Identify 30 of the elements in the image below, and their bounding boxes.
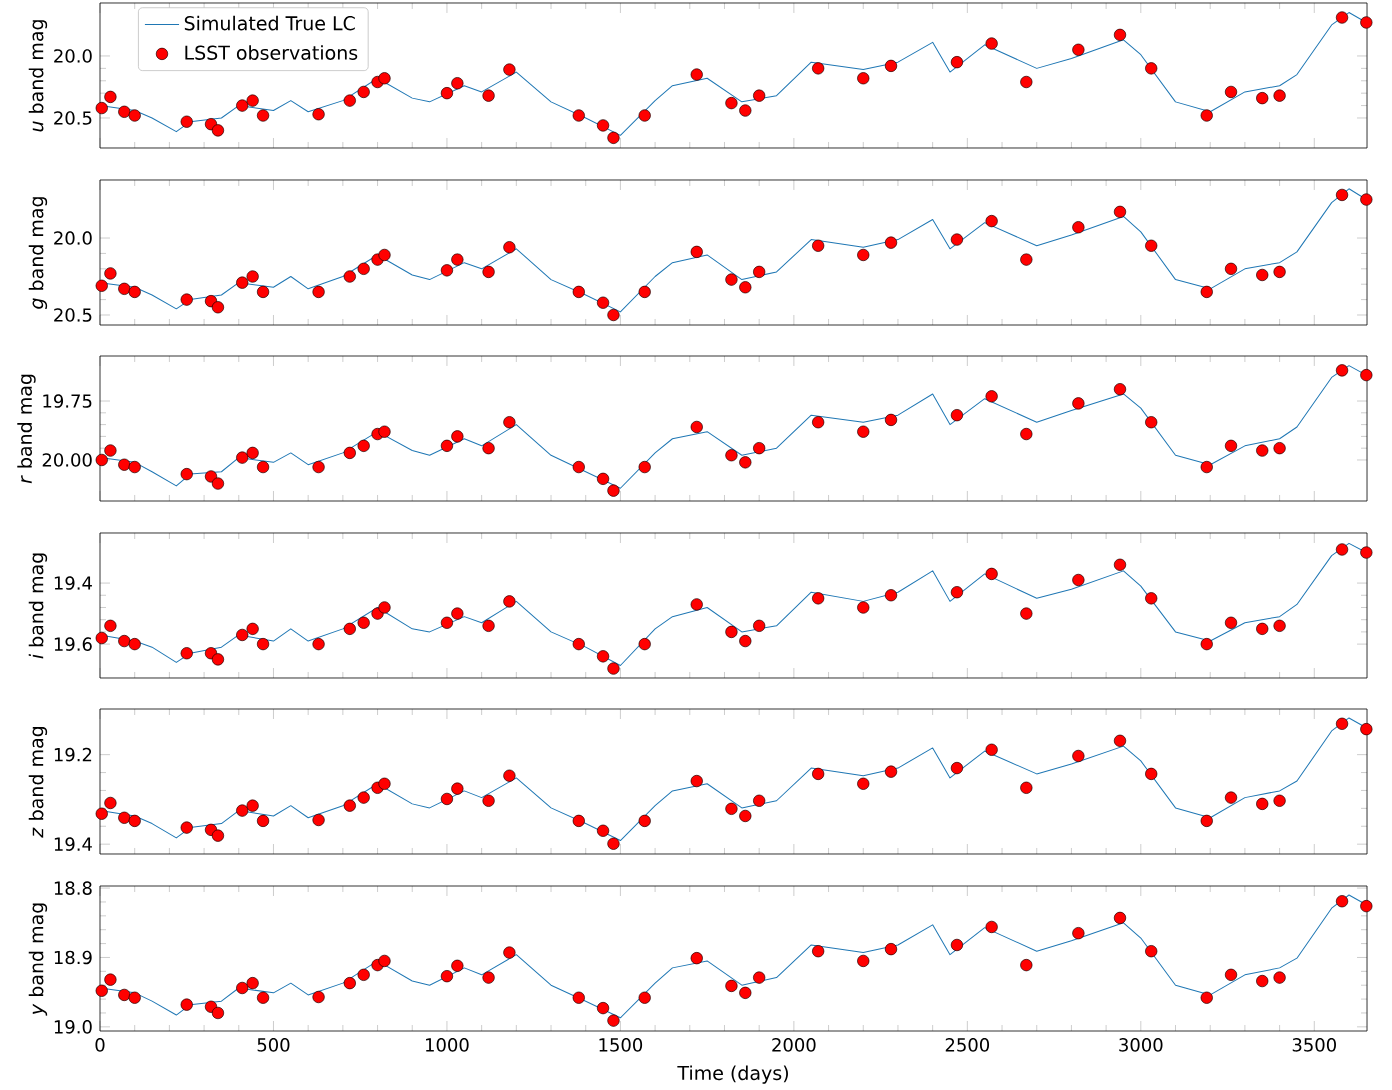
y-tick-label: 20.5 <box>54 110 92 125</box>
y-axis-title: r band mag <box>17 374 36 484</box>
x-axis-title: Time (days) <box>677 1065 788 1084</box>
legend-label: LSST observations <box>185 44 358 60</box>
x-tick-label: 3500 <box>1292 1037 1336 1052</box>
y-tick-label: 18.8 <box>54 881 92 895</box>
y-tick-label: 19.4 <box>54 837 92 851</box>
y-tick-label: 19.75 <box>43 393 92 408</box>
x-tick-label: 500 <box>257 1037 290 1052</box>
y-tick-label: 19.2 <box>54 747 92 762</box>
y-axis-title: y band mag <box>28 903 48 1016</box>
y-axis-title: u band mag <box>28 19 48 132</box>
y-tick-label: 20.0 <box>54 48 92 63</box>
x-tick-label: 0 <box>95 1037 105 1052</box>
y-tick-label: 19.4 <box>54 576 92 590</box>
x-tick-label: 2500 <box>945 1037 990 1052</box>
y-axis-title: z band mag <box>28 726 48 838</box>
y-tick-label: 20.5 <box>54 307 92 322</box>
x-tick-label: 3000 <box>1119 1037 1163 1052</box>
x-tick-label: 1500 <box>599 1037 643 1052</box>
x-tick-label: 1000 <box>426 1037 469 1052</box>
y-tick-label: 20.00 <box>42 452 92 467</box>
y-tick-label: 19.6 <box>54 637 92 651</box>
legend-label: Simulated True LC <box>184 15 355 31</box>
y-tick-label: 20.0 <box>54 230 92 245</box>
y-tick-label: 19.0 <box>54 1019 92 1034</box>
y-axis-title: i band mag <box>28 553 48 659</box>
x-tick-label: 2000 <box>772 1037 816 1052</box>
y-axis-title: g band mag <box>28 196 48 309</box>
y-tick-label: 18.9 <box>54 950 92 965</box>
